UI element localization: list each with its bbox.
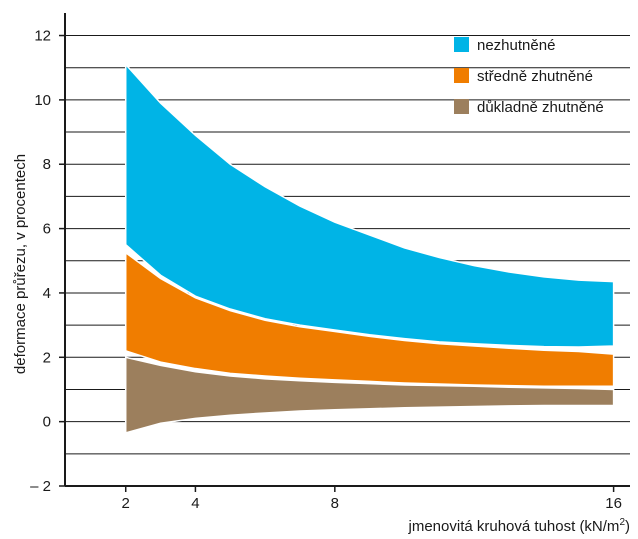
legend-label-2: středně zhutněné xyxy=(477,68,593,85)
x-tick-label: 2 xyxy=(122,495,130,512)
x-tick-label: 4 xyxy=(191,495,199,512)
legend-swatch-2 xyxy=(454,68,469,83)
band-3 xyxy=(124,356,615,434)
band-1 xyxy=(124,62,615,348)
y-tick-label: 2 xyxy=(43,349,51,366)
legend: nezhutněné středně zhutněné důkladně zhutn… xyxy=(454,37,604,116)
y-tick-label: 4 xyxy=(43,285,51,302)
y-tick-labels: – 2 0 2 4 6 8 10 12 xyxy=(30,28,51,495)
y-tick-label: 8 xyxy=(43,156,51,173)
legend-label-3: důkladně zhutněné xyxy=(477,99,604,116)
y-tick-label: – 2 xyxy=(30,478,51,495)
y-tick-label: 6 xyxy=(43,221,51,238)
legend-label-1: nezhutněné xyxy=(477,37,555,54)
legend-swatch-1 xyxy=(454,37,469,52)
y-tick-label: 10 xyxy=(34,92,51,109)
x-axis-label: jmenovitá kruhová tuhost (kN/m2) xyxy=(408,517,630,535)
x-axis-label-end: ) xyxy=(625,518,630,535)
data-bands xyxy=(124,62,615,434)
band-2 xyxy=(124,251,615,388)
x-tick-labels: 2 4 8 16 xyxy=(122,495,622,512)
x-axis-label-sup: 2 xyxy=(619,517,625,528)
y-axis-label: deformace průřezu, v procentech xyxy=(12,154,29,374)
legend-swatch-3 xyxy=(454,99,469,114)
axes xyxy=(59,13,630,492)
y-tick-label: 0 xyxy=(43,414,51,431)
x-tick-label: 16 xyxy=(605,495,622,512)
x-tick-label: 8 xyxy=(331,495,339,512)
y-tick-label: 12 xyxy=(34,28,51,45)
x-axis-label-main: jmenovitá kruhová tuhost (kN/m xyxy=(408,518,620,535)
